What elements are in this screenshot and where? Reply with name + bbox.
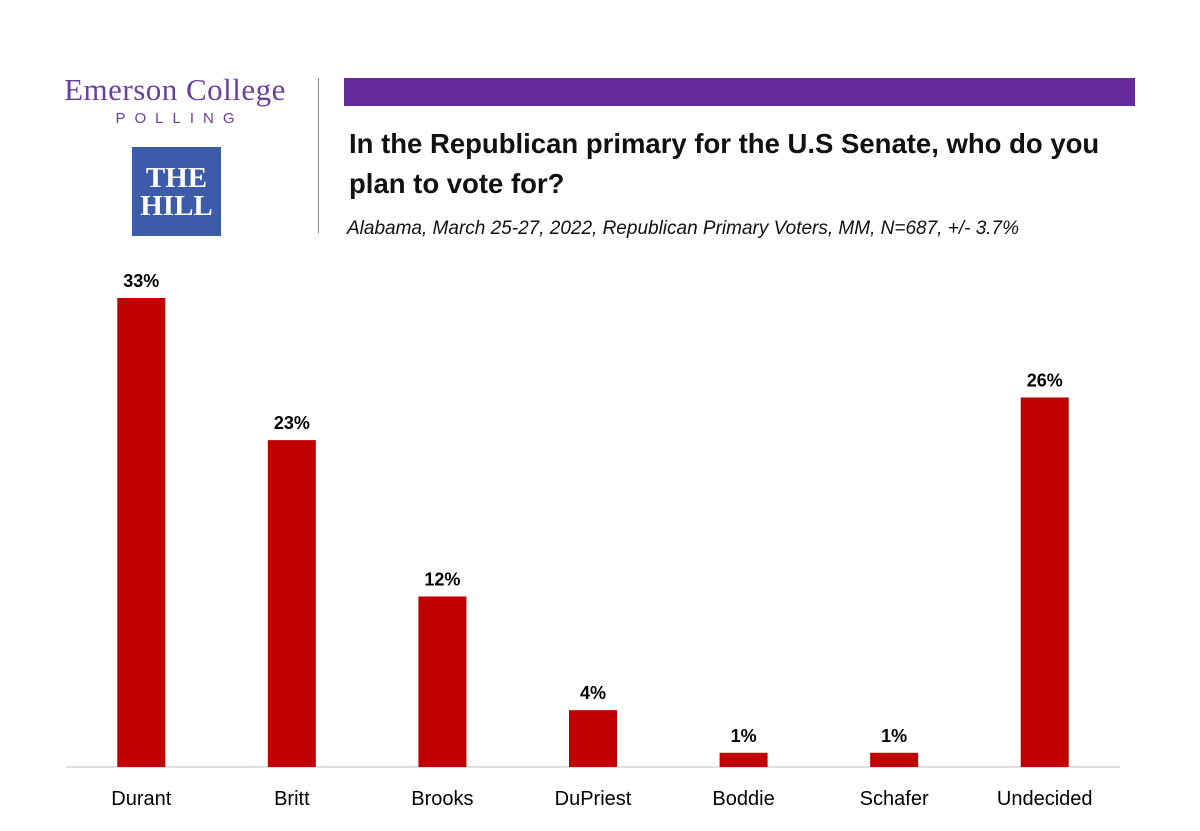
value-label-boddie: 1% <box>731 726 757 746</box>
value-label-brooks: 12% <box>424 569 460 589</box>
emerson-logo-subtitle: POLLING <box>115 110 244 127</box>
value-label-britt: 23% <box>274 413 310 433</box>
value-label-durant: 33% <box>123 271 159 291</box>
emerson-college-polling-logo: Emerson College POLLING <box>40 72 310 127</box>
category-label-undecided: Undecided <box>997 788 1093 810</box>
value-label-undecided: 26% <box>1027 370 1063 390</box>
bar-undecided <box>1020 397 1069 767</box>
category-label-durant: Durant <box>111 788 171 810</box>
bar-dupriest <box>569 710 617 767</box>
the-hill-logo: THE HILL <box>132 147 221 236</box>
bar-brooks <box>418 596 467 767</box>
chart-subtitle: Alabama, March 25-27, 2022, Republican P… <box>347 218 1019 239</box>
accent-bar <box>344 78 1135 106</box>
hill-logo-line-2: HILL <box>140 189 213 222</box>
emerson-logo-name: Emerson College <box>64 72 286 107</box>
category-label-boddie: Boddie <box>712 788 774 810</box>
bar-durant <box>117 298 166 767</box>
bar-britt <box>267 440 316 767</box>
category-label-brooks: Brooks <box>411 788 473 810</box>
value-label-dupriest: 4% <box>580 683 606 703</box>
value-label-schafer: 1% <box>881 726 907 746</box>
bar-series: 33% Durant 23% Britt 12% Brooks 4% DuPriest 1% Bo… <box>111 271 1092 810</box>
category-label-britt: Britt <box>274 788 310 810</box>
hill-logo-line-1: THE <box>145 161 208 194</box>
category-label-schafer: Schafer <box>860 788 929 810</box>
category-label-dupriest: DuPriest <box>555 788 632 810</box>
header-divider <box>318 78 319 233</box>
bar-schafer <box>870 752 919 767</box>
bar-boddie <box>719 752 768 767</box>
chart-title: In the Republican primary for the U.S Se… <box>349 128 1100 199</box>
